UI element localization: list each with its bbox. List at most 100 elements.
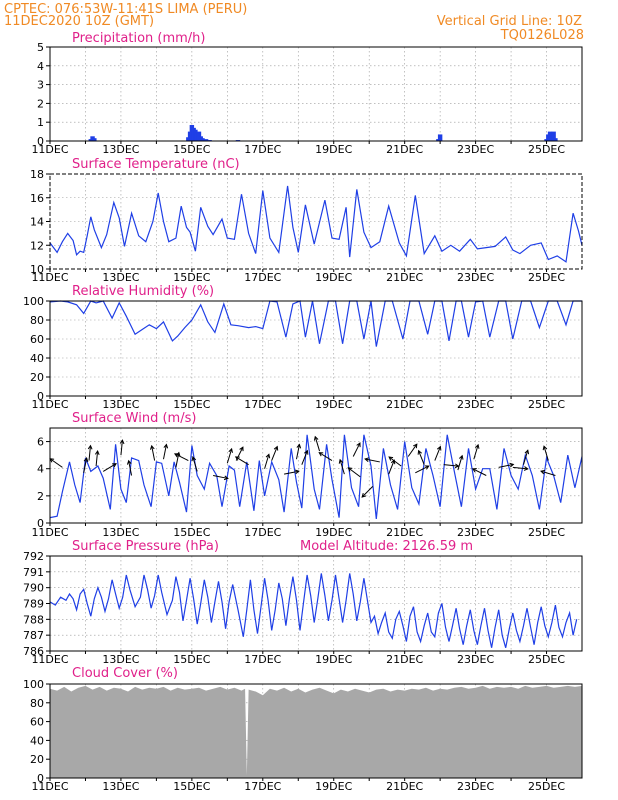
wind-arrow-shaft (318, 452, 333, 461)
wind-arrow-shaft (296, 444, 300, 460)
wind-arrow-head (390, 459, 396, 465)
precip-bar (437, 134, 443, 141)
y-tick-label: 6 (37, 436, 44, 449)
wind-arrow-head (296, 443, 302, 449)
precip-frame (49, 46, 583, 142)
precip-title: Precipitation (mm/h) (72, 31, 205, 46)
x-tick-label: 17DEC (244, 526, 281, 539)
y-tick-label: 100 (23, 678, 44, 691)
wind-arrow-shaft (443, 464, 459, 467)
y-tick-label: 60 (30, 716, 44, 729)
x-tick-label: 25DEC (528, 780, 565, 793)
y-tick-label: 20 (30, 753, 44, 766)
wind-arrow-head (523, 466, 529, 471)
pressure-title: Surface Pressure (hPa) (72, 539, 219, 554)
wind-arrow-head (542, 445, 548, 451)
wind-arrow (347, 467, 361, 478)
x-tick-label: 25DEC (528, 398, 565, 411)
wind-arrow (388, 456, 402, 467)
wind-arrow (498, 462, 515, 468)
x-tick-label: 23DEC (457, 271, 494, 284)
precip-panel: 0 1 2 3 4 5 11DEC 13DEC 15DEC 17DEC 19DEC 21DEC 23DE… (31, 31, 583, 156)
wind-arrow (296, 443, 302, 460)
wind-arrow (226, 447, 233, 464)
x-tick-label: 11DEC (31, 398, 68, 411)
x-tick-label: 11DEC (31, 653, 68, 666)
wind-arrow (523, 449, 530, 465)
rh-series-line (49, 300, 582, 347)
y-tick-label: 2 (37, 490, 44, 503)
cloud-title: Cloud Cover (%) (72, 666, 178, 681)
y-tick-label: 1 (37, 116, 44, 129)
x-tick-label: 13DEC (102, 143, 139, 156)
rh-title: Relative Humidity (%) (72, 284, 214, 299)
y-tick-label: 0 (37, 390, 44, 403)
wind-arrow (318, 452, 333, 461)
x-tick-label: 23DEC (457, 653, 494, 666)
x-tick-label: 15DEC (173, 271, 210, 284)
precip-bar (203, 139, 209, 141)
header-run-time: 11DEC2020 10Z (GMT) (4, 14, 154, 29)
wind-arrow-head (173, 453, 179, 458)
wind-arrow-shaft (365, 458, 380, 463)
wind-arrow-head (228, 447, 233, 453)
wind-arrow-head (112, 463, 117, 468)
wind-arrow-shaft (314, 436, 321, 452)
x-tick-label: 13DEC (102, 653, 139, 666)
wind-arrow-shaft (264, 454, 270, 469)
x-tick-label: 17DEC (244, 271, 281, 284)
x-tick-label: 19DEC (315, 526, 352, 539)
wind-arrow (417, 449, 425, 465)
wind-arrow-head (191, 456, 197, 462)
x-tick-label: 21DEC (386, 271, 423, 284)
cloud-frame (49, 683, 583, 779)
x-tick-label: 11DEC (31, 526, 68, 539)
wind-arrow (191, 456, 198, 472)
pressure-series-line (49, 573, 578, 648)
x-tick-label: 25DEC (528, 526, 565, 539)
x-tick-label: 25DEC (528, 143, 565, 156)
x-tick-label: 21DEC (386, 526, 423, 539)
wind-arrow (264, 453, 271, 469)
wind-title: Surface Wind (m/s) (72, 411, 196, 426)
wind-arrow-shaft (128, 460, 133, 476)
rh-panel: 0 20 40 60 80 100 11DEC 13DEC 15DEC 17DEC 19DEC 21D… (23, 284, 583, 411)
wind-arrow-shaft (283, 470, 299, 475)
wind-arrow-head (150, 444, 155, 450)
y-tick-label: 60 (30, 333, 44, 346)
wind-arrow (163, 443, 169, 460)
wind-frame (49, 427, 583, 524)
x-tick-label: 23DEC (457, 526, 494, 539)
y-tick-label: 790 (23, 582, 44, 595)
wind-arrow-head (223, 475, 229, 481)
wind-arrow-shaft (339, 459, 345, 475)
wind-arrow-shaft (95, 451, 99, 467)
x-tick-label: 11DEC (31, 271, 68, 284)
precip-bar (553, 138, 558, 141)
wind-arrow (94, 450, 100, 467)
wind-arrow-head (338, 458, 344, 464)
wind-arrow-head (126, 459, 132, 465)
wind-arrow-shaft (88, 445, 92, 461)
precip-bar (551, 131, 556, 141)
wind-arrow-head (424, 465, 430, 470)
y-tick-label: 20 (30, 371, 44, 384)
wind-arrow (49, 458, 63, 468)
wind-arrow-head (163, 443, 169, 449)
x-tick-label: 21DEC (386, 780, 423, 793)
x-tick-label: 21DEC (386, 143, 423, 156)
wind-arrow-shaft (523, 450, 529, 465)
wind-arrow (407, 443, 418, 457)
wind-arrow-head (356, 442, 361, 448)
x-tick-label: 13DEC (102, 780, 139, 793)
x-tick-label: 15DEC (173, 653, 210, 666)
wind-arrow-head (417, 449, 423, 455)
y-tick-label: 3 (37, 79, 44, 92)
precip-bar (200, 138, 205, 141)
wind-arrow (415, 465, 430, 474)
x-tick-label: 25DEC (528, 271, 565, 284)
header-grid-note: Vertical Grid Line: 10Z (437, 14, 582, 29)
y-tick-label: 787 (23, 629, 44, 642)
x-tick-label: 23DEC (457, 398, 494, 411)
wind-arrow (83, 457, 89, 473)
